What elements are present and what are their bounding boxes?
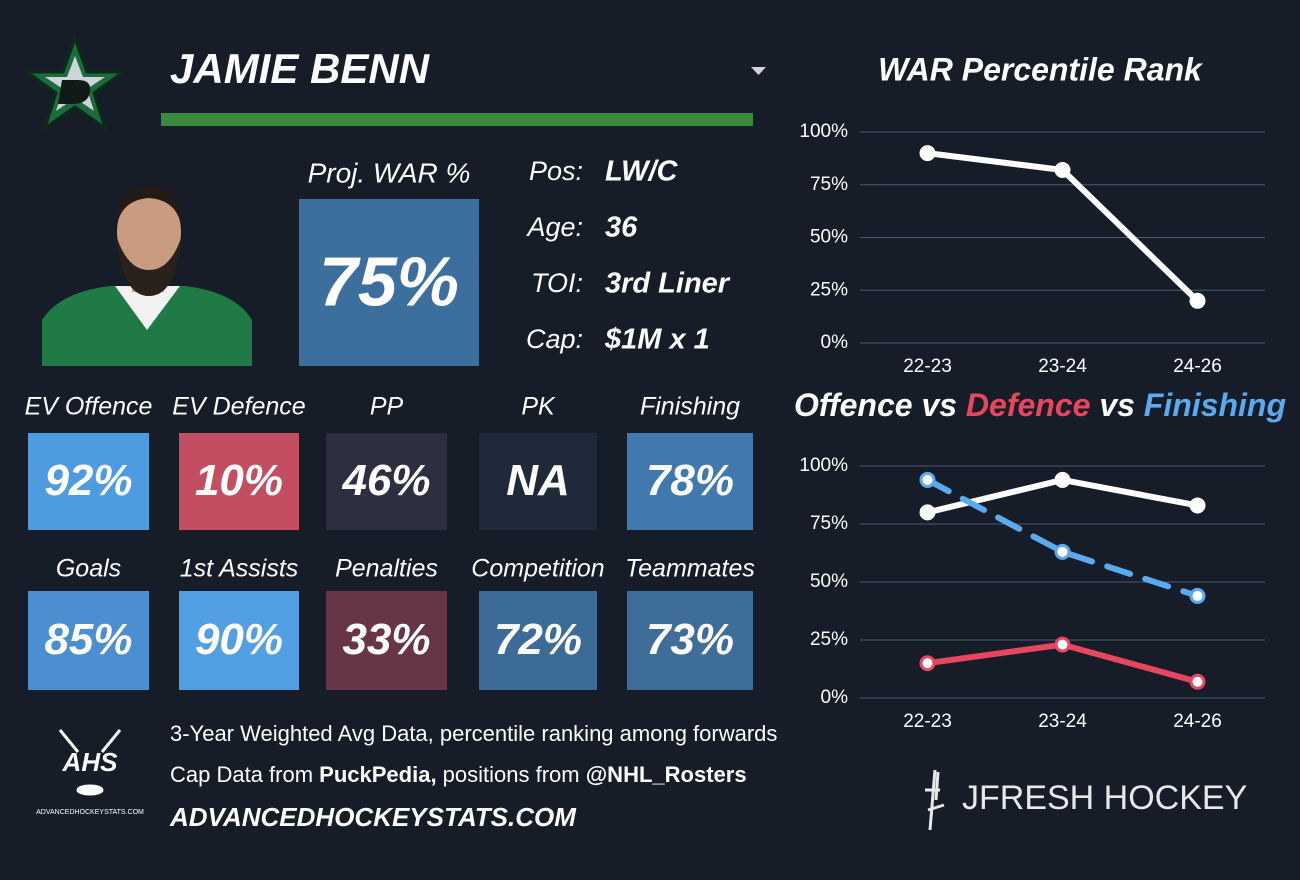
legend: Offence vs Defence vs Finishing	[794, 387, 1286, 423]
tile-value: 92%	[44, 456, 132, 505]
y-tick-label: 0%	[821, 332, 849, 353]
y-tick-label: 50%	[810, 571, 848, 592]
data-point	[1189, 292, 1206, 309]
y-tick-label: 50%	[810, 227, 848, 248]
x-tick-label: 23-24	[1038, 711, 1087, 732]
x-tick-label: 22-23	[903, 356, 952, 377]
jfresh-logo	[925, 769, 945, 831]
tile-box	[326, 433, 447, 530]
data-point	[919, 504, 936, 521]
tile-box	[479, 591, 597, 690]
legend-entry: Defence	[966, 387, 1091, 423]
tile-label: Finishing	[640, 393, 740, 421]
projection-box	[299, 199, 479, 366]
chart-title: WAR Percentile Rank	[878, 51, 1204, 87]
legend-joiner: vs	[913, 387, 966, 423]
y-tick-label: 75%	[810, 174, 848, 195]
footer-note: 3-Year Weighted Avg Data, percentile ran…	[170, 721, 777, 746]
tile-box	[627, 433, 753, 530]
tile-label: Penalties	[335, 555, 438, 583]
tile-box	[179, 591, 299, 690]
tile-box	[627, 591, 753, 690]
tile-value: 73%	[646, 615, 734, 664]
team-bar	[161, 113, 753, 126]
tile-box	[479, 433, 597, 530]
tile-value: 10%	[195, 456, 283, 505]
tile-box	[28, 591, 149, 690]
tile-label: PP	[370, 393, 404, 421]
ahs-logo-text: AHS	[62, 747, 119, 777]
footer-credit-part: positions from	[437, 762, 586, 787]
tile-label: EV Defence	[172, 393, 305, 421]
footer-url: ADVANCEDHOCKEYSTATS.COM	[169, 802, 577, 832]
projection-label: Proj. WAR %	[308, 157, 471, 188]
bio-label: Pos:	[529, 156, 583, 186]
tile-label: Teammates	[625, 555, 755, 583]
tile-label: EV Offence	[25, 393, 153, 421]
data-point	[1189, 497, 1206, 514]
tile-label: PK	[521, 393, 556, 421]
team-logo	[22, 33, 128, 132]
x-tick-label: 22-23	[903, 711, 952, 732]
player-photo	[42, 186, 252, 366]
player-name: JAMIE BENN	[170, 45, 431, 92]
bio-value: $1M x 1	[604, 324, 710, 356]
data-point	[919, 655, 936, 672]
footer-credit-part: @NHL_Rosters	[586, 762, 747, 787]
footer-credit-part: Cap Data from	[170, 762, 319, 787]
tile-value: 78%	[646, 456, 734, 505]
y-tick-label: 25%	[810, 279, 848, 300]
tile-value: NA	[506, 456, 570, 505]
tile-label: Competition	[471, 555, 604, 583]
x-tick-label: 24-26	[1173, 711, 1222, 732]
tile-label: 1st Assists	[180, 555, 299, 583]
bio-value: 36	[605, 212, 638, 244]
data-point	[919, 471, 936, 488]
projection-value: 75%	[319, 242, 459, 320]
y-tick-label: 75%	[810, 513, 848, 534]
tile-value: 33%	[342, 615, 430, 664]
player-dropdown[interactable]	[751, 67, 766, 75]
data-point	[1054, 636, 1071, 653]
y-tick-label: 25%	[810, 629, 848, 650]
data-point	[1189, 587, 1206, 604]
bio-value: LW/C	[605, 156, 679, 188]
tile-value: 85%	[44, 615, 132, 664]
y-tick-label: 100%	[799, 121, 848, 142]
tile-box	[179, 433, 299, 530]
bio-label: Age:	[525, 212, 583, 242]
tile-label: Goals	[56, 555, 121, 583]
x-tick-label: 23-24	[1038, 356, 1087, 377]
tile-box	[326, 591, 447, 690]
y-tick-label: 0%	[821, 687, 849, 708]
data-point	[919, 145, 936, 162]
tile-box	[28, 433, 149, 530]
legend-entry: Finishing	[1144, 387, 1286, 423]
bio-label: Cap:	[526, 324, 583, 354]
brand: JFRESH HOCKEY	[962, 779, 1247, 817]
series-line	[924, 476, 1201, 599]
footer-credits: Cap Data from PuckPedia, positions from …	[170, 762, 747, 787]
bio-label: TOI:	[531, 268, 583, 298]
footer-credit-part: PuckPedia,	[319, 762, 436, 787]
data-point	[1054, 471, 1071, 488]
legend-joiner: vs	[1090, 387, 1143, 423]
x-tick-label: 24-26	[1173, 356, 1222, 377]
data-point	[1054, 161, 1071, 178]
y-tick-label: 100%	[799, 455, 848, 476]
tile-value: 90%	[195, 615, 283, 664]
tile-value: 46%	[341, 456, 430, 505]
data-point	[1189, 673, 1206, 690]
bio-value: 3rd Liner	[605, 268, 731, 300]
data-point	[1054, 543, 1071, 560]
tile-value: 72%	[494, 615, 582, 664]
ahs-logo-caption: ADVANCEDHOCKEYSTATS.COM	[36, 809, 144, 816]
ahs-logo	[58, 729, 122, 796]
legend-entry: Offence	[794, 387, 913, 423]
